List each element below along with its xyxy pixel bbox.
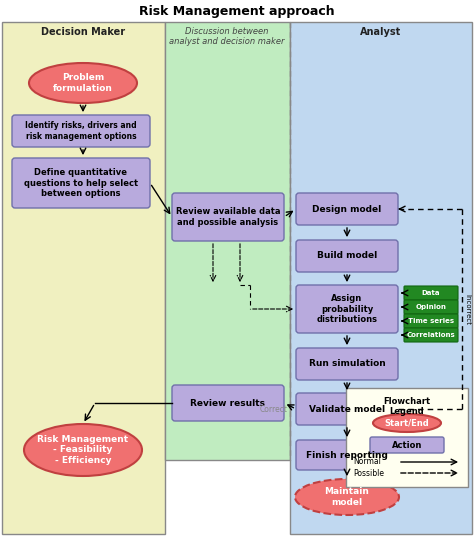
- Text: Finish reporting: Finish reporting: [306, 450, 388, 459]
- FancyBboxPatch shape: [404, 314, 458, 328]
- Text: Risk Management
- Feasibility
- Efficiency: Risk Management - Feasibility - Efficien…: [37, 435, 128, 465]
- Text: Run simulation: Run simulation: [309, 359, 385, 369]
- Text: Design model: Design model: [312, 204, 382, 214]
- FancyBboxPatch shape: [404, 328, 458, 342]
- Text: Correlations: Correlations: [407, 332, 456, 338]
- Ellipse shape: [295, 479, 399, 515]
- FancyBboxPatch shape: [296, 393, 398, 425]
- Text: Identify risks, drivers and
risk management options: Identify risks, drivers and risk managem…: [25, 121, 137, 141]
- FancyBboxPatch shape: [296, 193, 398, 225]
- FancyBboxPatch shape: [290, 22, 472, 534]
- Text: Assign
probability
distributions: Assign probability distributions: [317, 294, 377, 324]
- FancyBboxPatch shape: [12, 158, 150, 208]
- FancyBboxPatch shape: [172, 385, 284, 421]
- Text: Start/End: Start/End: [384, 419, 429, 428]
- Text: Risk Management approach: Risk Management approach: [139, 4, 335, 18]
- Ellipse shape: [373, 414, 441, 432]
- Text: Analyst: Analyst: [360, 27, 401, 37]
- FancyBboxPatch shape: [296, 285, 398, 333]
- Text: Build model: Build model: [317, 251, 377, 260]
- Text: Decision Maker: Decision Maker: [41, 27, 125, 37]
- FancyBboxPatch shape: [2, 22, 165, 534]
- Text: Problem
formulation: Problem formulation: [53, 73, 113, 93]
- FancyBboxPatch shape: [404, 300, 458, 314]
- FancyBboxPatch shape: [296, 240, 398, 272]
- Text: Correct: Correct: [260, 405, 288, 414]
- Text: Validate model: Validate model: [309, 405, 385, 414]
- Text: Define quantitative
questions to help select
between options: Define quantitative questions to help se…: [24, 168, 138, 198]
- FancyBboxPatch shape: [296, 348, 398, 380]
- FancyBboxPatch shape: [172, 193, 284, 241]
- Text: Flowchart
Legend: Flowchart Legend: [383, 397, 430, 416]
- FancyBboxPatch shape: [296, 440, 398, 470]
- Text: Review available data
and possible analysis: Review available data and possible analy…: [176, 207, 280, 226]
- Text: Discussion between
analyst and decision maker: Discussion between analyst and decision …: [169, 27, 285, 46]
- Text: Time series: Time series: [408, 318, 454, 324]
- Text: Data: Data: [422, 290, 440, 296]
- Ellipse shape: [29, 63, 137, 103]
- FancyBboxPatch shape: [370, 437, 444, 453]
- Text: Action: Action: [392, 441, 422, 450]
- FancyBboxPatch shape: [346, 388, 468, 487]
- Text: Review results: Review results: [191, 399, 265, 407]
- Text: Opinion: Opinion: [416, 304, 447, 310]
- FancyBboxPatch shape: [12, 115, 150, 147]
- FancyBboxPatch shape: [404, 286, 458, 300]
- Text: Maintain
model: Maintain model: [325, 487, 369, 507]
- Ellipse shape: [24, 424, 142, 476]
- Text: Incorrect: Incorrect: [464, 294, 470, 325]
- FancyBboxPatch shape: [165, 22, 290, 460]
- Text: Normal: Normal: [353, 457, 381, 466]
- Text: Possible: Possible: [353, 469, 384, 478]
